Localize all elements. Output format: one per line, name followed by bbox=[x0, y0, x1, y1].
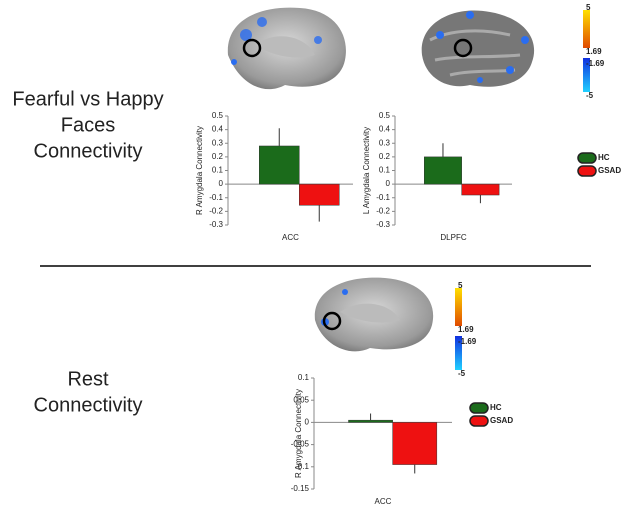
colorbar-label: 1.69 bbox=[586, 47, 602, 56]
legend-label: HC bbox=[490, 403, 502, 412]
y-axis-label: R Amygdala Connectivity bbox=[294, 389, 303, 478]
x-tick-label: ACC bbox=[282, 233, 299, 242]
panel-label: Connectivity bbox=[34, 140, 143, 162]
legend-label: GSAD bbox=[490, 416, 513, 425]
y-tick-label: 0.4 bbox=[379, 125, 391, 134]
panel-label: Rest bbox=[67, 368, 109, 390]
bar bbox=[299, 183, 340, 206]
y-tick-label: 0.5 bbox=[379, 111, 391, 120]
y-tick-label: -0.2 bbox=[376, 206, 390, 215]
bar bbox=[424, 156, 462, 185]
panel-label: Connectivity bbox=[34, 394, 143, 416]
y-tick-label: -0.1 bbox=[376, 193, 390, 202]
legend-swatch bbox=[469, 415, 489, 427]
legend-swatch bbox=[577, 152, 597, 164]
x-tick-label: ACC bbox=[375, 497, 392, 506]
x-tick-label: DLPFC bbox=[440, 233, 466, 242]
y-tick-label: 0.1 bbox=[379, 166, 391, 175]
colorbar-label: 5 bbox=[458, 281, 463, 290]
legend-swatch bbox=[469, 402, 489, 414]
legend-label: GSAD bbox=[598, 166, 621, 175]
colorbar-label: -1.69 bbox=[458, 337, 477, 346]
y-tick-label: -0.15 bbox=[291, 484, 310, 493]
panel-label: Faces bbox=[61, 114, 115, 136]
y-tick-label: -0.05 bbox=[291, 440, 310, 449]
legend-swatch bbox=[577, 165, 597, 177]
colorbar-label: 5 bbox=[586, 3, 591, 12]
y-tick-label: 0 bbox=[219, 179, 224, 188]
y-tick-label: -0.1 bbox=[295, 462, 309, 471]
legend-label: HC bbox=[598, 153, 610, 162]
colorbar-cool bbox=[455, 336, 462, 370]
colorbar-label: -5 bbox=[458, 369, 466, 378]
bar bbox=[461, 183, 500, 196]
y-tick-label: 0.3 bbox=[379, 138, 391, 147]
y-tick-label: 0.2 bbox=[212, 152, 224, 161]
brain-medial bbox=[227, 7, 346, 90]
y-tick-label: 0.1 bbox=[212, 166, 224, 175]
y-tick-label: -0.3 bbox=[376, 220, 390, 229]
y-tick-label: 0.5 bbox=[212, 111, 224, 120]
y-tick-label: -0.1 bbox=[209, 193, 223, 202]
y-axis-label: R Amygdala Connectivity bbox=[195, 126, 204, 215]
colorbar-label: -5 bbox=[586, 91, 594, 100]
y-tick-label: 0.05 bbox=[293, 395, 309, 404]
bar bbox=[259, 145, 300, 185]
bar bbox=[348, 419, 393, 423]
y-tick-label: 0.4 bbox=[212, 125, 224, 134]
colorbar-label: 1.69 bbox=[458, 325, 474, 334]
y-tick-label: 0.1 bbox=[298, 373, 310, 382]
brain-medial-rest bbox=[314, 277, 434, 352]
y-axis-label: L Amygdala Connectivity bbox=[362, 127, 371, 214]
y-tick-label: -0.3 bbox=[209, 220, 223, 229]
colorbar-warm bbox=[455, 288, 462, 326]
y-tick-label: 0 bbox=[305, 418, 310, 427]
colorbar-cool bbox=[583, 58, 590, 92]
bar bbox=[392, 422, 438, 465]
colorbar-label: -1.69 bbox=[586, 59, 605, 68]
y-tick-label: -0.2 bbox=[209, 206, 223, 215]
colorbar-warm bbox=[583, 10, 590, 48]
panel-label: Fearful vs Happy bbox=[12, 88, 163, 110]
y-tick-label: 0.2 bbox=[379, 152, 391, 161]
brain-lateral bbox=[421, 10, 535, 87]
y-tick-label: 0 bbox=[386, 179, 391, 188]
y-tick-label: 0.3 bbox=[212, 138, 224, 147]
